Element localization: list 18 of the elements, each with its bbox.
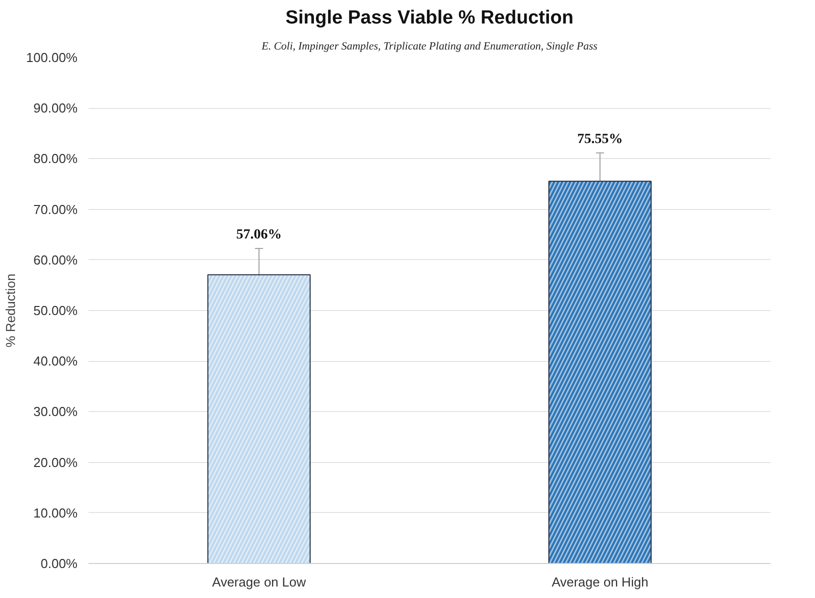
- y-tick-label: 20.00%: [33, 454, 78, 470]
- data-label: 57.06%: [236, 227, 282, 242]
- y-tick-label: 10.00%: [33, 505, 78, 520]
- y-tick-label: 50.00%: [33, 303, 78, 318]
- y-tick-label: 80.00%: [33, 151, 78, 166]
- y-tick-label: 0.00%: [40, 556, 78, 571]
- x-tick-label: Average on High: [552, 574, 648, 590]
- x-tick-label: Average on Low: [212, 574, 306, 590]
- y-tick-label: 30.00%: [33, 404, 78, 420]
- y-tick-label: 40.00%: [33, 354, 78, 369]
- y-tick-label: 60.00%: [33, 252, 78, 268]
- y-tick-label: 70.00%: [33, 202, 78, 217]
- y-tick-label: 90.00%: [33, 100, 78, 116]
- data-label: 75.55%: [577, 132, 623, 147]
- y-tick-label: 100.00%: [26, 50, 78, 65]
- chart-title: Single Pass Viable % Reduction: [286, 8, 574, 28]
- y-axis-title: % Reduction: [3, 274, 18, 348]
- chart-subtitle: E. Coli, Impinger Samples, Triplicate Plating and Enumeration, Single Pass: [260, 40, 598, 52]
